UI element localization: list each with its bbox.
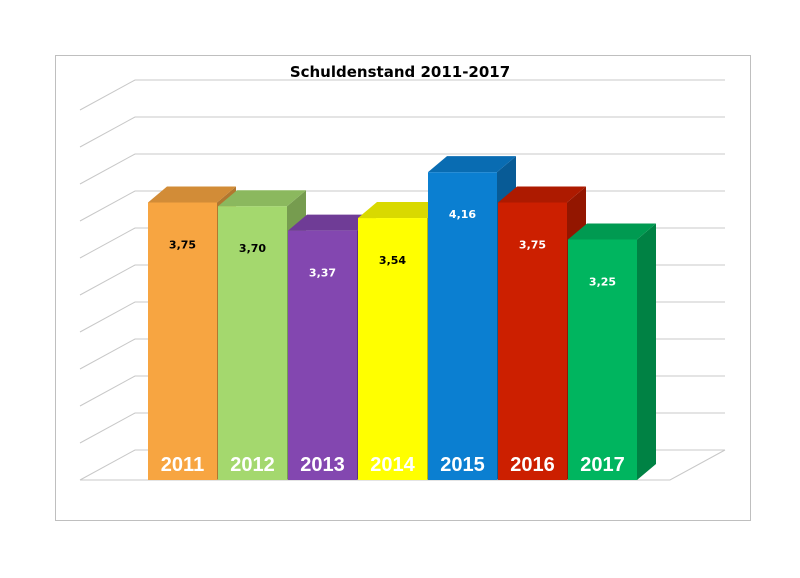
bar-top-face (358, 202, 446, 219)
bar-front-face (148, 202, 217, 480)
data-label: 3,75 (519, 239, 546, 252)
gridline (79, 153, 725, 185)
category-label: 2014 (370, 454, 415, 476)
category-label: 2017 (580, 454, 625, 476)
data-label: 3,37 (309, 267, 336, 280)
category-label: 2012 (230, 454, 275, 476)
category-label: 2015 (440, 454, 485, 476)
bar-top-face (428, 156, 516, 173)
data-label: 4,16 (449, 208, 476, 221)
bar-front-face (218, 206, 287, 480)
data-label: 3,54 (379, 254, 406, 267)
bar-2017: 3,25 2017 (568, 223, 656, 480)
category-label: 2016 (510, 454, 555, 476)
category-label: 2013 (300, 454, 345, 476)
bar-top-face (288, 214, 376, 231)
bar-top-face (218, 190, 306, 207)
category-label: 2011 (161, 454, 204, 476)
bar-top-face (148, 186, 236, 203)
data-label: 3,75 (169, 239, 196, 252)
bar-front-face (568, 239, 637, 480)
bar-front-face (498, 202, 567, 480)
chart-title: Schuldenstand 2011-2017 (289, 63, 511, 81)
gridline (79, 79, 725, 111)
bar-top-face (498, 186, 586, 203)
bar-side-face (637, 223, 656, 480)
bar-front-face (428, 172, 497, 480)
bar-front-face (288, 230, 357, 480)
bar-2016: 3,75 2016 (498, 186, 586, 480)
bar-top-face (568, 223, 656, 240)
data-label: 3,25 (589, 276, 616, 289)
bar-front-face (358, 218, 427, 481)
data-label: 3,70 (239, 242, 266, 255)
gridline (79, 116, 725, 148)
